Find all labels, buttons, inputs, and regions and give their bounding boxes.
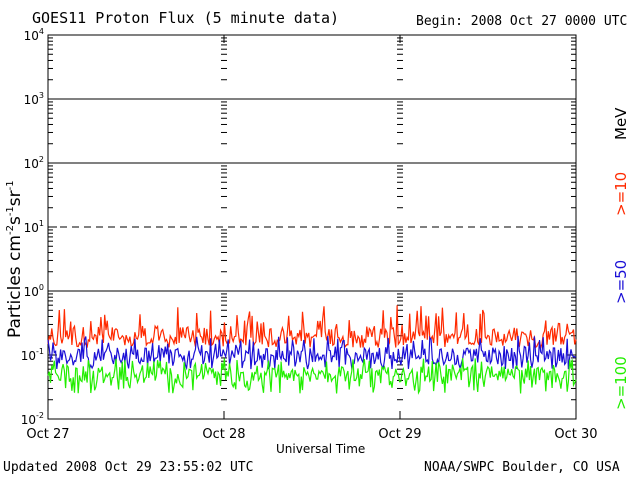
y-tick-label: 100 bbox=[24, 283, 44, 299]
x-tick-label: Oct 29 bbox=[378, 427, 421, 442]
chart-title: GOES11 Proton Flux (5 minute data) bbox=[32, 9, 340, 27]
credit-text: NOAA/SWPC Boulder, CO USA bbox=[424, 460, 620, 475]
legend-ge10: >=10 bbox=[612, 172, 630, 216]
series-line-ge100 bbox=[47, 358, 577, 395]
x-tick-label: Oct 27 bbox=[26, 427, 69, 442]
y-tick-label: 102 bbox=[24, 155, 44, 171]
y-tick-label: 103 bbox=[24, 91, 44, 107]
y-tick-label: 10-2 bbox=[21, 411, 44, 427]
series-line-ge10 bbox=[47, 305, 577, 351]
series-line-ge50 bbox=[47, 335, 577, 371]
legend-ge50: >=50 bbox=[612, 260, 630, 304]
y-tick-label: 101 bbox=[24, 219, 44, 235]
x-tick-label: Oct 30 bbox=[554, 427, 597, 442]
y-tick-label: 10-1 bbox=[21, 347, 44, 363]
y-axis-label: Particles cm-2s-1sr-1 bbox=[5, 180, 25, 338]
x-axis-label: Universal Time bbox=[276, 442, 366, 456]
x-tick-label: Oct 28 bbox=[202, 427, 245, 442]
units-label: MeV bbox=[612, 107, 630, 140]
begin-time: Begin: 2008 Oct 27 0000 UTC bbox=[416, 14, 628, 29]
legend-ge100: >=100 bbox=[612, 356, 630, 410]
updated-timestamp: Updated 2008 Oct 29 23:55:02 UTC bbox=[3, 460, 254, 475]
y-tick-label: 104 bbox=[24, 27, 44, 43]
